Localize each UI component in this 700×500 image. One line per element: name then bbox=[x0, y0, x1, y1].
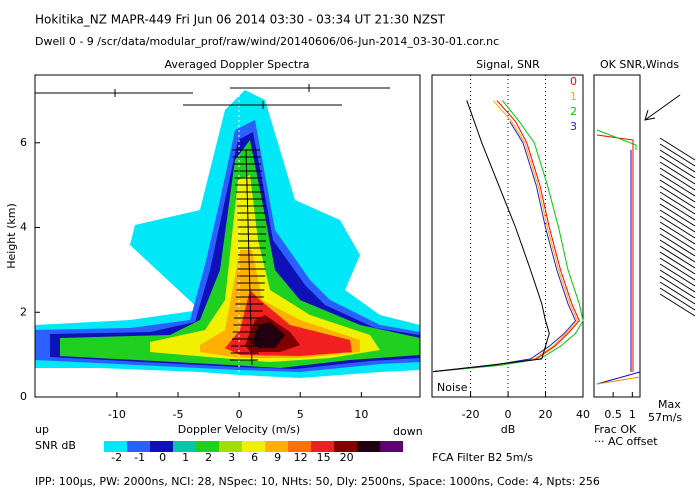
colorbar-box bbox=[311, 441, 334, 452]
colorbar-box bbox=[265, 441, 288, 452]
y-tick-label: 6 bbox=[20, 136, 27, 149]
x-axis-label: dB bbox=[501, 423, 516, 436]
colorbar-tick-label: 1 bbox=[182, 451, 189, 464]
colorbar-box bbox=[242, 441, 265, 452]
legend-entry: 0 bbox=[570, 75, 577, 88]
legend-entry: 1 bbox=[570, 90, 577, 103]
filter-note: FCA Filter B2 5m/s bbox=[432, 451, 533, 464]
panel-title: Averaged Doppler Spectra bbox=[164, 58, 309, 71]
colorbar-tick-label: 9 bbox=[274, 451, 281, 464]
panel-frame bbox=[34, 74, 421, 398]
footer: IPP: 100μs, PW: 2000ns, NCI: 28, NSpec: … bbox=[35, 475, 600, 488]
series-line bbox=[433, 100, 550, 373]
x-tick-label: 20 bbox=[539, 408, 553, 421]
series-line bbox=[433, 100, 578, 373]
colorbar-box bbox=[173, 441, 196, 452]
y-axis-label: Height (km) bbox=[5, 203, 18, 269]
axis-note: down bbox=[393, 425, 423, 438]
x-tick-label: 5 bbox=[297, 408, 304, 421]
annotation: ··· AC offset bbox=[594, 435, 658, 448]
top-crosses bbox=[35, 84, 390, 109]
axis-note: up bbox=[35, 423, 49, 436]
panel-frame bbox=[593, 74, 641, 398]
x-tick-label: 40 bbox=[576, 408, 590, 421]
annotation: Noise bbox=[437, 381, 468, 394]
colorbar-box bbox=[104, 441, 127, 452]
annotation: Max bbox=[658, 398, 681, 411]
x-tick-label: -5 bbox=[173, 408, 184, 421]
colorbar-tick-label: 0 bbox=[159, 451, 166, 464]
series-line bbox=[433, 100, 580, 373]
x-tick-label: 0.5 bbox=[604, 408, 622, 421]
x-axis-label: Frac OK bbox=[594, 423, 637, 436]
colorbar-tick-label: -1 bbox=[134, 451, 145, 464]
colorbar-box bbox=[219, 441, 242, 452]
x-tick-label: 0 bbox=[236, 408, 243, 421]
colorbar-tick-label: 12 bbox=[294, 451, 308, 464]
panel-title: Signal, SNR bbox=[476, 58, 540, 71]
colorbar-box bbox=[380, 441, 403, 452]
series-line bbox=[433, 121, 577, 373]
y-tick-label: 2 bbox=[20, 305, 27, 318]
panel-title: OK SNR,Winds bbox=[600, 58, 679, 71]
x-tick-label: -10 bbox=[108, 408, 126, 421]
colorbar-box bbox=[334, 441, 357, 452]
colorbar-tick-label: -2 bbox=[111, 451, 122, 464]
colorbar-box bbox=[127, 441, 150, 452]
x-tick-label: 1 bbox=[629, 408, 636, 421]
colorbar-label: SNR dB bbox=[35, 439, 76, 452]
x-tick-label: 10 bbox=[354, 408, 368, 421]
x-tick-label: 0 bbox=[505, 408, 512, 421]
header-title: Hokitika_NZ MAPR-449 Fri Jun 06 2014 03:… bbox=[35, 13, 446, 27]
colorbar-tick-label: 6 bbox=[251, 451, 258, 464]
colorbar-tick-label: 2 bbox=[205, 451, 212, 464]
annotation: 57m/s bbox=[648, 411, 682, 424]
colorbar-box bbox=[150, 441, 173, 452]
y-tick-label: 4 bbox=[20, 221, 27, 234]
y-tick-label: 0 bbox=[20, 390, 27, 403]
colorbar-tick-label: 20 bbox=[340, 451, 354, 464]
colorbar-box bbox=[288, 441, 311, 452]
x-axis-label: Doppler Velocity (m/s) bbox=[178, 423, 300, 436]
legend-entry: 2 bbox=[570, 105, 577, 118]
colorbar-tick-label: 15 bbox=[317, 451, 331, 464]
colorbar-tick-label: 3 bbox=[228, 451, 235, 464]
colorbar-box bbox=[357, 441, 380, 452]
legend-entry: 3 bbox=[570, 120, 577, 133]
x-tick-label: -20 bbox=[462, 408, 480, 421]
mean-profile bbox=[229, 149, 266, 366]
contour bbox=[252, 322, 285, 348]
header-subtitle: Dwell 0 - 9 /scr/data/modular_prof/raw/w… bbox=[35, 35, 499, 48]
colorbar-box bbox=[196, 441, 219, 452]
spectra-contours bbox=[35, 90, 420, 378]
wind-barbs bbox=[596, 94, 696, 385]
